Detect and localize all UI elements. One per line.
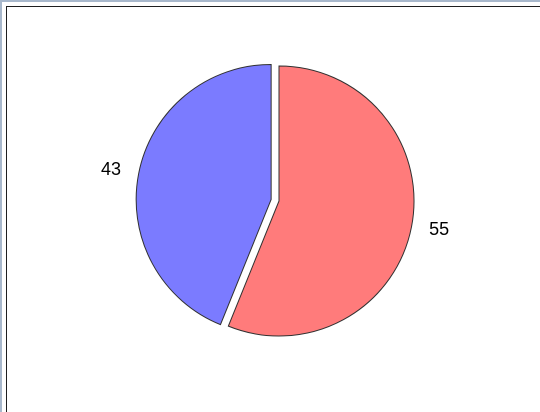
chart-frame-inner-border [6, 6, 540, 412]
pie-labels: 55 43 [101, 159, 449, 239]
pie-slice-2 [135, 63, 272, 326]
pie-slice-1-label: 55 [429, 219, 449, 239]
pie-slice-1 [227, 65, 415, 337]
pie-slices [135, 63, 415, 337]
pie-slice-2-label: 43 [101, 159, 121, 179]
